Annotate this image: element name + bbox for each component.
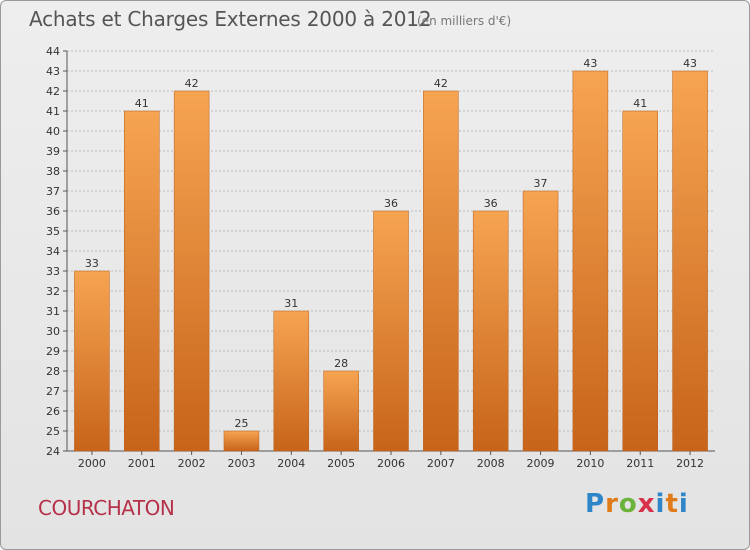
x-tick-label: 2000 (78, 457, 106, 470)
data-label: 31 (284, 297, 298, 310)
y-tick-label: 36 (46, 205, 60, 218)
bar-2012 (672, 70, 708, 452)
bar-2000 (74, 270, 110, 452)
bar-2002 (173, 90, 210, 452)
data-label: 36 (384, 197, 398, 210)
y-tick-label: 25 (46, 425, 60, 438)
x-tick-label: 2003 (227, 457, 255, 470)
y-tick-label: 42 (46, 85, 60, 98)
y-tick-label: 34 (46, 245, 60, 258)
x-tick-label: 2011 (626, 457, 654, 470)
x-tick-label: 2007 (427, 457, 455, 470)
x-tick-label: 2004 (277, 457, 305, 470)
x-tick-label: 2009 (527, 457, 555, 470)
bar-2007 (423, 90, 459, 452)
bar-2010 (572, 70, 609, 452)
y-tick-label: 40 (46, 125, 60, 138)
logo-letter: i (678, 489, 689, 519)
logo-letter: P (585, 489, 606, 519)
logo-letter: r (605, 489, 619, 519)
bar-2006 (373, 210, 409, 452)
data-label: 25 (234, 417, 248, 430)
y-tick-label: 30 (46, 325, 60, 338)
x-tick-label: 2005 (327, 457, 355, 470)
commune-name: COURCHATON (38, 496, 175, 520)
data-label: 37 (534, 177, 548, 190)
y-tick-label: 41 (46, 105, 60, 118)
bars (74, 70, 708, 452)
logo-letter: x (637, 489, 656, 519)
bar-2005 (323, 370, 359, 452)
y-tick-label: 44 (46, 45, 60, 58)
y-tick-label: 26 (46, 405, 60, 418)
data-label: 33 (85, 257, 99, 270)
x-tick-label: 2010 (576, 457, 604, 470)
y-tick-label: 32 (46, 285, 60, 298)
y-tick-label: 24 (46, 445, 60, 458)
bar-2001 (124, 110, 160, 452)
y-tick-label: 28 (46, 365, 60, 378)
y-tick-label: 35 (46, 225, 60, 238)
y-tick-label: 31 (46, 305, 60, 318)
bar-2009 (522, 190, 559, 452)
y-tick-label: 38 (46, 165, 60, 178)
x-tick-label: 2006 (377, 457, 405, 470)
y-tick-label: 33 (46, 265, 60, 278)
x-tick-label: 2002 (178, 457, 206, 470)
logo-letter: i (655, 489, 666, 519)
proxiti-logo[interactable]: Proxiti (585, 489, 689, 519)
logo-letter: t (665, 489, 679, 519)
labels: 24 25 26 27 28 29 30 31 32 33 34 35 36 37 38 39 40 41 42 43… (46, 45, 704, 470)
data-label: 43 (683, 57, 697, 70)
data-label: 41 (633, 97, 647, 110)
y-tick-label: 29 (46, 345, 60, 358)
y-tick-label: 43 (46, 65, 60, 78)
data-label: 28 (334, 357, 348, 370)
y-tick-label: 39 (46, 145, 60, 158)
bar-2011 (622, 110, 658, 452)
y-tick-label: 27 (46, 385, 60, 398)
x-tick-label: 2001 (128, 457, 156, 470)
bar-2003 (223, 430, 260, 452)
data-label: 43 (583, 57, 597, 70)
logo-letter: o (618, 489, 638, 519)
y-tick-label: 37 (46, 185, 60, 198)
data-label: 42 (434, 77, 448, 90)
chart-subtitle: (en milliers d'€) (417, 14, 512, 28)
data-label: 36 (484, 197, 498, 210)
data-label: 42 (185, 77, 199, 90)
chart-title: Achats et Charges Externes 2000 à 2012 (29, 7, 432, 31)
data-label: 41 (135, 97, 149, 110)
x-tick-label: 2012 (676, 457, 704, 470)
bar-2008 (472, 210, 509, 452)
x-tick-label: 2008 (477, 457, 505, 470)
bar-2004 (273, 310, 310, 452)
